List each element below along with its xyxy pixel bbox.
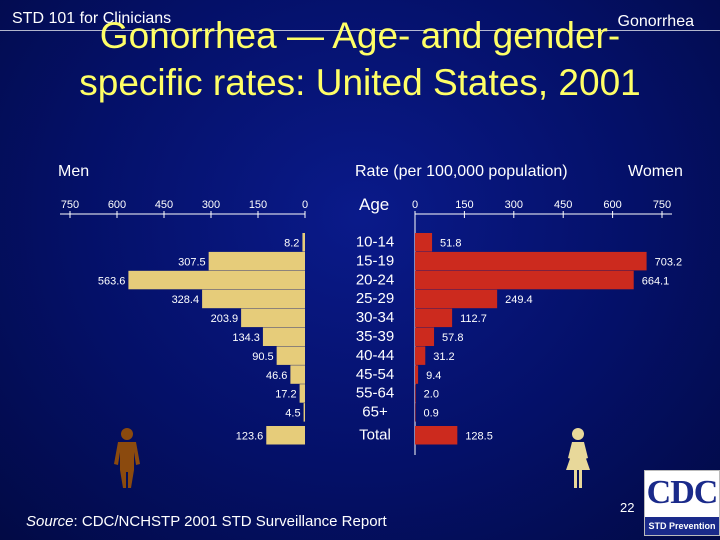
women-tick-label: 450 xyxy=(554,199,572,211)
men-data-label: 307.5 xyxy=(178,256,206,268)
age-category-label: 10-14 xyxy=(356,233,394,250)
age-column-header: Age xyxy=(359,195,390,214)
women-data-label: 31.2 xyxy=(433,351,454,363)
women-bar xyxy=(415,270,634,290)
header-divider xyxy=(0,30,720,31)
female-figure-icon xyxy=(566,428,590,488)
men-bar xyxy=(128,270,305,290)
women-bar xyxy=(415,426,458,445)
women-axis-label: Women xyxy=(628,163,683,180)
cdc-logo-tagline: STD Prevention xyxy=(645,517,719,535)
cdc-logo: CDC STD Prevention xyxy=(644,470,720,536)
women-data-label: 128.5 xyxy=(465,430,493,442)
page-number: 22 xyxy=(620,500,635,515)
age-category-label: 15-19 xyxy=(356,252,394,269)
men-bar xyxy=(266,426,305,445)
women-data-label: 9.4 xyxy=(426,370,441,382)
source-note: Source: CDC/NCHSTP 2001 STD Surveillance… xyxy=(26,513,387,530)
source-text: : CDC/NCHSTP 2001 STD Surveillance Repor… xyxy=(73,513,387,530)
men-data-label: 8.2 xyxy=(284,237,299,249)
age-labels: 10-14 15-19 20-24 25-29 30-34 35-39 40-44 45-54… xyxy=(356,233,394,443)
women-data-label: 664.1 xyxy=(642,275,670,287)
women-data-label: 0.9 xyxy=(424,408,439,420)
men-data-label: 134.3 xyxy=(232,332,260,344)
women-data-label: 51.8 xyxy=(440,237,461,249)
age-category-label: 55-64 xyxy=(356,385,394,402)
age-category-label: 45-54 xyxy=(356,366,394,383)
men-bars: 8.2 307.5 563.6 328.4 203.9 134.3 90.5 46.6 17.2… xyxy=(98,233,305,445)
women-data-label: 249.4 xyxy=(505,294,533,306)
men-axis-label: Men xyxy=(58,163,90,180)
slide-title: Gonorrhea — Age- and gender-specific rat… xyxy=(79,15,641,103)
women-data-label: 703.2 xyxy=(655,256,683,268)
women-bar xyxy=(415,403,416,422)
women-bar xyxy=(415,308,453,328)
men-tick-label: 300 xyxy=(202,199,220,211)
women-bar xyxy=(415,384,416,403)
women-data-label: 112.7 xyxy=(460,313,487,325)
men-bar xyxy=(302,233,305,252)
women-data-label: 2.0 xyxy=(424,389,439,401)
women-bar xyxy=(415,289,498,309)
men-bar xyxy=(262,327,305,346)
women-tick-label: 300 xyxy=(505,199,523,211)
men-tick-label: 150 xyxy=(249,199,267,211)
men-bar xyxy=(299,384,305,403)
women-tick-label: 0 xyxy=(412,199,418,211)
cdc-logo-text: CDC xyxy=(646,474,719,511)
women-tick-label: 600 xyxy=(603,199,621,211)
men-tick-label: 0 xyxy=(302,199,308,211)
men-x-axis: 750 600 450 300 150 0 xyxy=(60,199,308,218)
men-tick-label: 600 xyxy=(108,199,126,211)
age-category-label: 30-34 xyxy=(356,309,394,326)
age-category-label: 25-29 xyxy=(356,290,394,307)
women-data-label: 57.8 xyxy=(442,332,463,344)
men-data-label: 90.5 xyxy=(252,351,273,363)
men-data-label: 4.5 xyxy=(285,408,300,420)
men-tick-label: 450 xyxy=(155,199,173,211)
women-bar xyxy=(415,251,647,271)
age-category-label: Total xyxy=(359,426,391,443)
male-figure-icon xyxy=(114,428,140,488)
women-bar xyxy=(415,327,435,346)
source-prefix: Source xyxy=(26,513,74,530)
men-tick-label: 750 xyxy=(61,199,79,211)
men-data-label: 563.6 xyxy=(98,275,126,287)
men-bar xyxy=(303,403,305,422)
age-category-label: 35-39 xyxy=(356,328,394,345)
men-data-label: 17.2 xyxy=(275,389,296,401)
men-data-label: 46.6 xyxy=(266,370,287,382)
men-bar xyxy=(241,308,305,328)
men-data-label: 203.9 xyxy=(211,313,239,325)
men-data-label: 123.6 xyxy=(236,430,264,442)
women-bar xyxy=(415,365,419,384)
women-tick-label: 750 xyxy=(653,199,671,211)
women-bars: 51.8 703.2 664.1 249.4 112.7 57.8 31.2 9.4 2.0 0.… xyxy=(415,233,682,445)
women-tick-label: 150 xyxy=(455,199,473,211)
age-category-label: 65+ xyxy=(362,404,388,421)
men-data-label: 328.4 xyxy=(172,294,200,306)
rate-axis-label: Rate (per 100,000 population) xyxy=(355,163,568,180)
men-bar xyxy=(276,346,305,365)
age-category-label: 20-24 xyxy=(356,271,394,288)
men-bar xyxy=(202,289,305,309)
men-bar xyxy=(208,251,305,271)
header-topic: Gonorrhea xyxy=(617,13,695,30)
age-category-label: 40-44 xyxy=(356,347,394,364)
header-course-title: STD 101 for Clinicians xyxy=(12,10,172,27)
women-bar xyxy=(415,233,433,252)
men-bar xyxy=(290,365,305,384)
women-bar xyxy=(415,346,426,365)
